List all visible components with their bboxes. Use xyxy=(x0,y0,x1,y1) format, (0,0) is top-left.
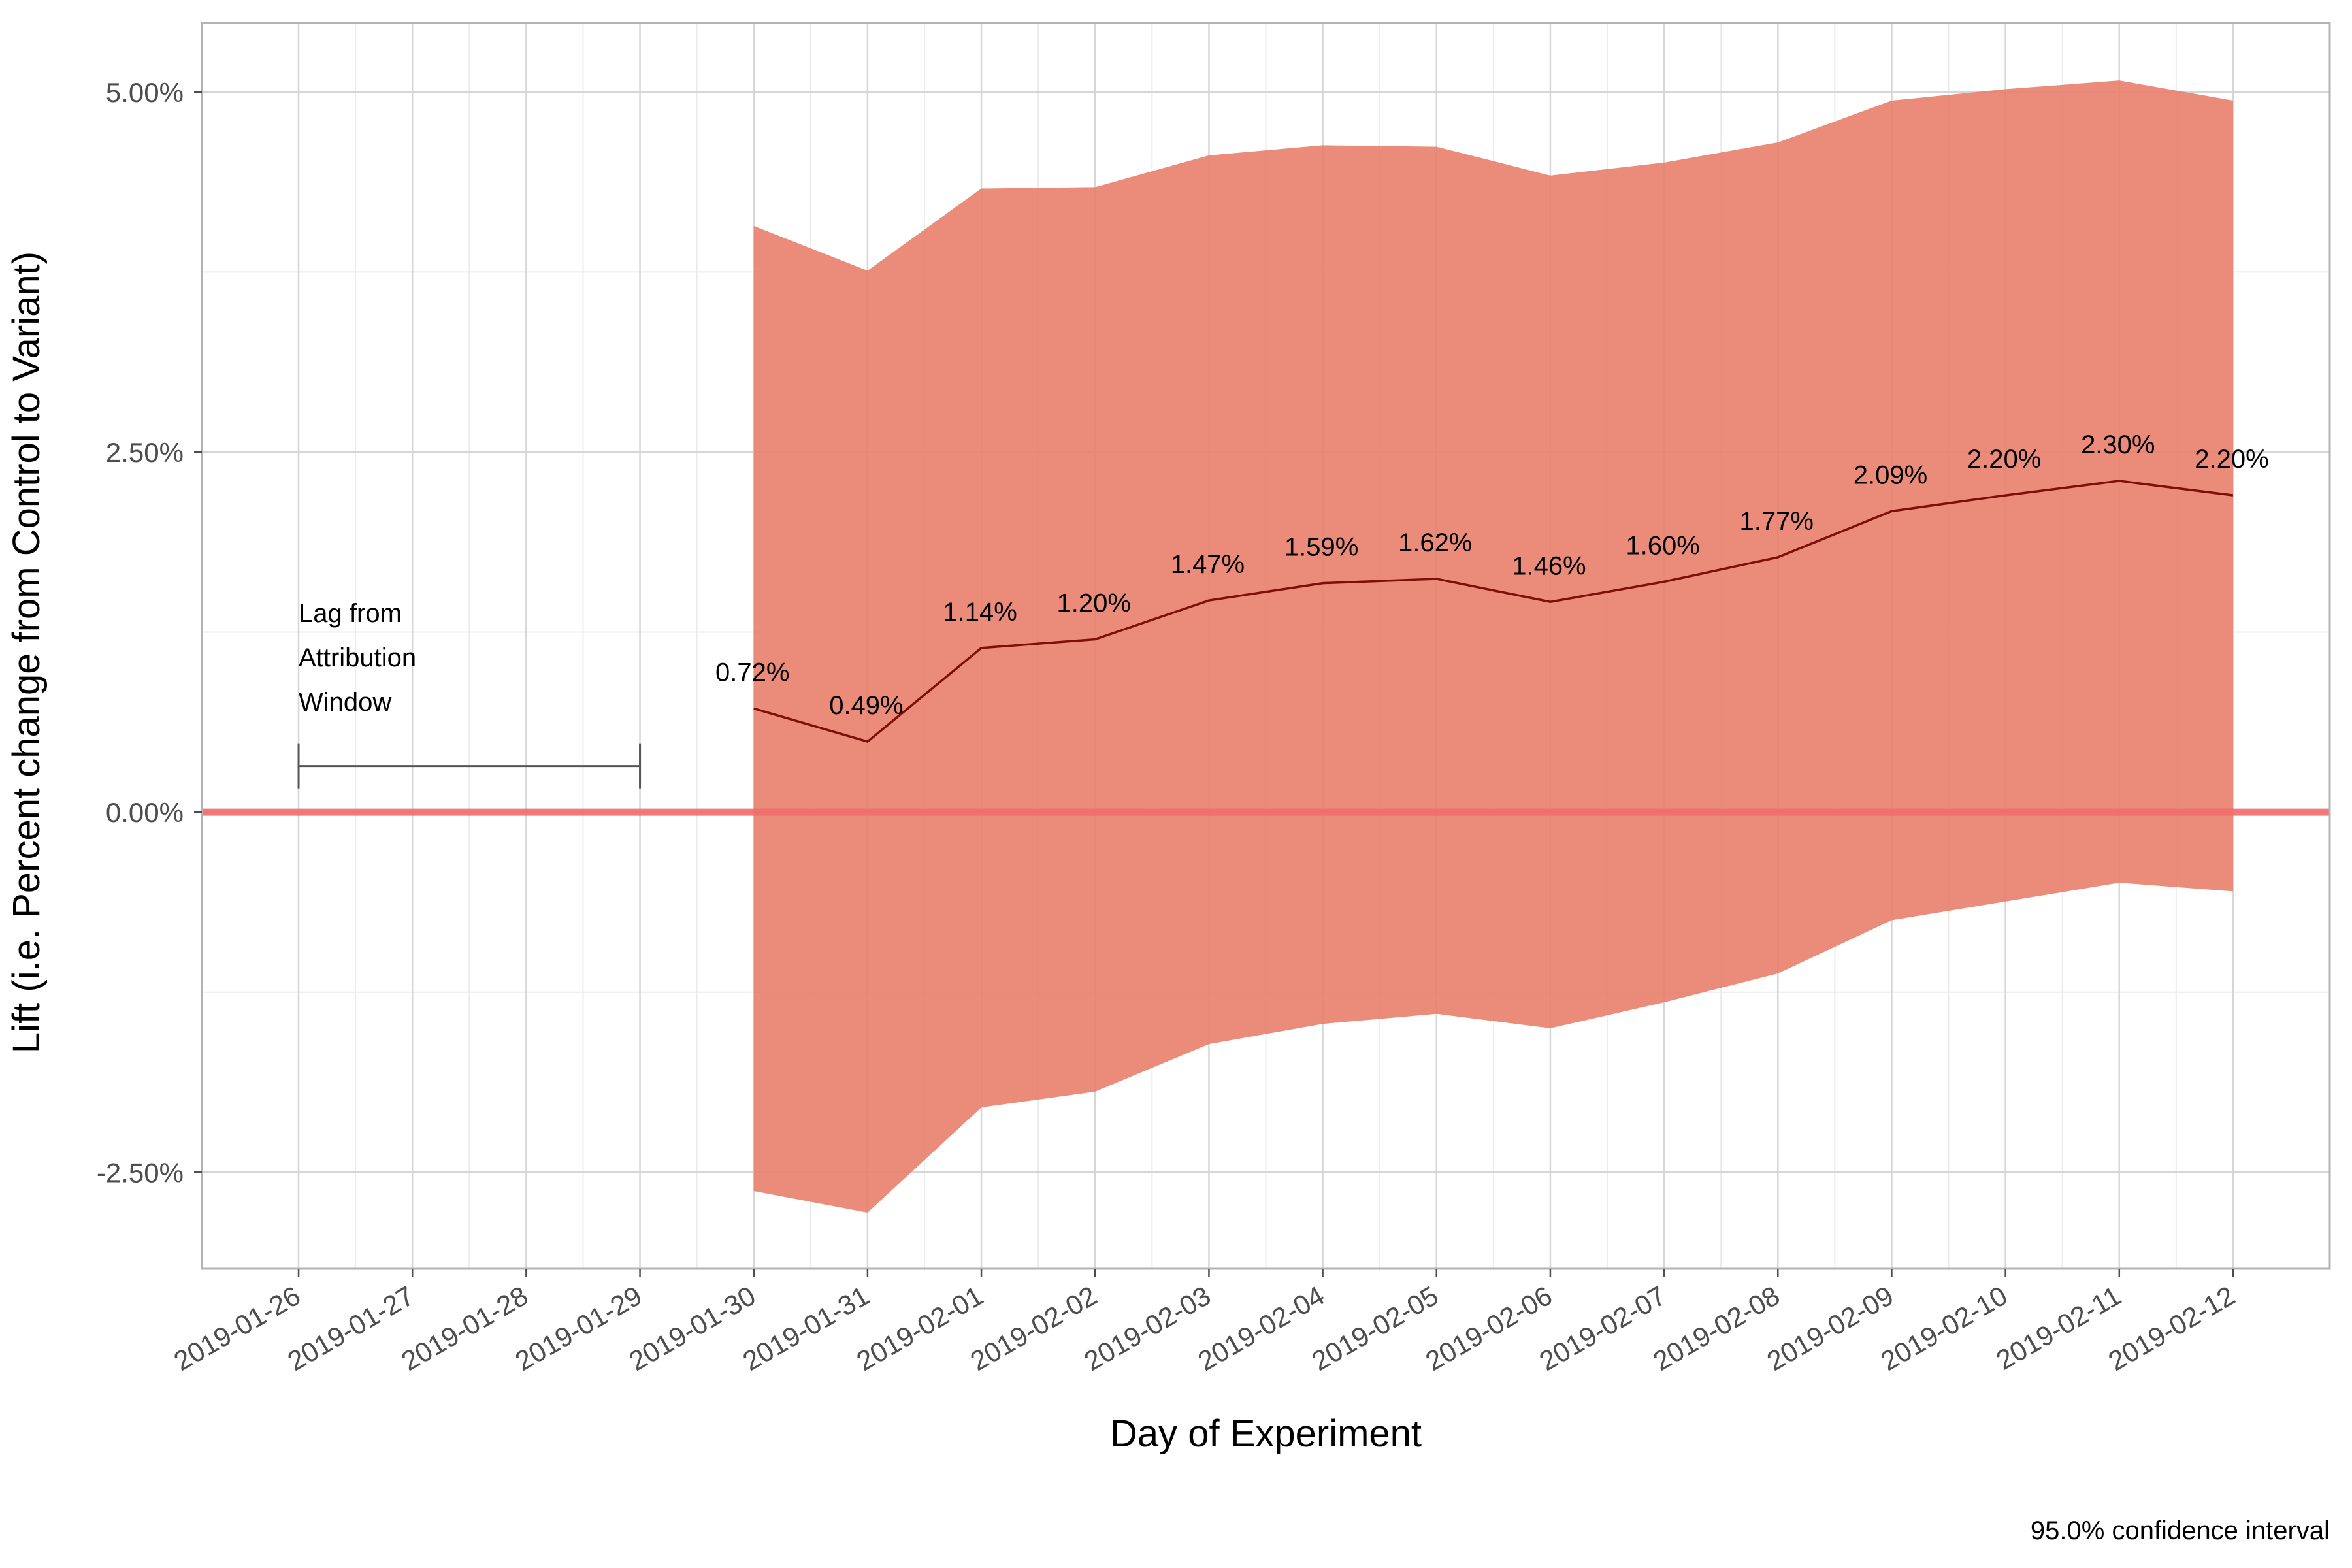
data-label: 2.20% xyxy=(1967,445,2041,474)
data-label: 2.09% xyxy=(1854,461,1927,489)
confidence-band xyxy=(753,80,2233,1213)
y-tick-label: -2.50% xyxy=(97,1157,184,1188)
data-label: 1.14% xyxy=(943,598,1017,627)
data-label: 1.62% xyxy=(1398,529,1472,557)
data-label: 1.60% xyxy=(1625,531,1699,560)
caption: 95.0% confidence interval xyxy=(2031,1516,2330,1545)
y-axis-title: Lift (i.e. Percent change from Control t… xyxy=(5,252,48,1053)
annotation-text-line: Attribution xyxy=(299,644,416,672)
data-label: 0.49% xyxy=(829,691,903,720)
data-label: 1.47% xyxy=(1171,550,1245,579)
lag-bracket xyxy=(297,743,642,789)
data-label: 2.20% xyxy=(2195,445,2268,474)
panel-border xyxy=(201,22,2331,1270)
data-label: 1.77% xyxy=(1740,507,1814,536)
x-axis-title: Day of Experiment xyxy=(1110,1413,1422,1455)
y-tick-label: 5.00% xyxy=(106,77,184,108)
data-label: 2.30% xyxy=(2081,431,2155,459)
data-label: 0.72% xyxy=(715,658,789,687)
data-label: 1.59% xyxy=(1284,533,1358,562)
plot-panel: 0.72% 0.49% 1.14% 1.20% 1.47% 1.59% 1.62% 1.46%… xyxy=(97,22,2331,1377)
data-label: 1.20% xyxy=(1057,589,1131,618)
y-tick-label: 2.50% xyxy=(106,437,184,468)
annotation-text-line: Window xyxy=(299,688,391,717)
annotation-text-line: Lag from xyxy=(299,599,402,628)
data-label: 1.46% xyxy=(1512,551,1586,580)
y-tick-label: 0.00% xyxy=(106,797,184,828)
lift-line xyxy=(753,480,2234,743)
